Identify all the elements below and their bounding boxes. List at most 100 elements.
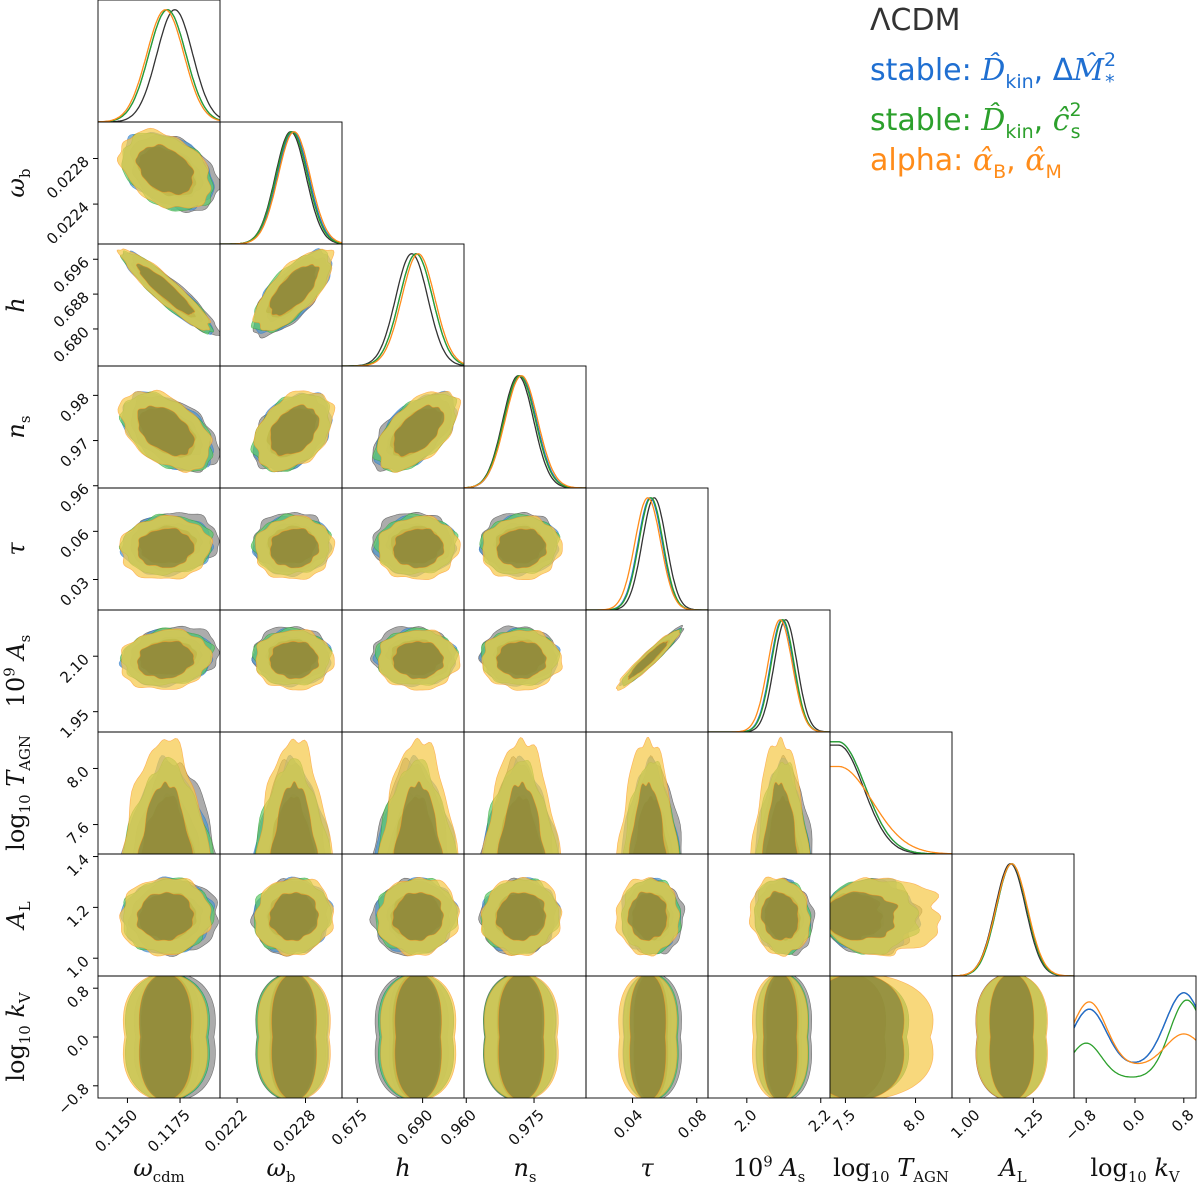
y-axis-label-4: τ xyxy=(2,542,30,556)
y-axis-label-1: ωb xyxy=(2,168,34,197)
marginal-0-series-2 xyxy=(98,9,220,122)
panel-5-4 xyxy=(615,624,685,691)
panel-4-3 xyxy=(478,511,563,581)
y-tick-label-4-0: 0.03 xyxy=(56,574,92,610)
panel-1-0 xyxy=(117,127,220,214)
panel-8-2 xyxy=(374,976,457,1098)
x-tick-label-4-1: 0.08 xyxy=(674,1106,710,1142)
contour-5-3-series-3-inner xyxy=(495,640,547,680)
x-axis-label-4: τ xyxy=(640,1154,654,1182)
x-axis-label-7: AL xyxy=(997,1154,1026,1186)
marginal-7-series-3 xyxy=(952,863,1074,976)
marginal-6-series-2 xyxy=(830,741,952,854)
panel-7-3 xyxy=(478,876,563,957)
panel-7-1 xyxy=(250,876,335,957)
panel-7-0 xyxy=(119,876,219,957)
panel-frame-5-4 xyxy=(585,609,709,733)
x-tick-label-6-0: 7.5 xyxy=(830,1106,860,1136)
contour-2-0-series-3-inner xyxy=(135,263,196,316)
contour-6-1-series-3-inner xyxy=(270,781,319,854)
x-tick-label-0-1: 0.1175 xyxy=(144,1106,194,1156)
x-tick-label-8-2: 0.8 xyxy=(1168,1106,1198,1136)
y-axis-label-7: AL xyxy=(2,901,34,930)
marginal-2-series-0 xyxy=(342,253,464,366)
x-axis-label-5: 109 As xyxy=(733,1152,806,1186)
marginal-5-series-3 xyxy=(708,619,830,732)
y-tick-label-2-1: 0.688 xyxy=(50,288,93,331)
x-tick-label-8-0: −0.8 xyxy=(1061,1106,1099,1144)
marginal-5-series-2 xyxy=(708,619,830,732)
y-tick-label-2-2: 0.696 xyxy=(50,253,93,296)
contour-6-3-series-3-inner xyxy=(497,781,546,854)
y-axis-label-6: log10 TAGN xyxy=(2,735,34,851)
y-tick-label-7-0: 1.0 xyxy=(63,952,93,982)
marginal-8-series-2 xyxy=(1074,999,1196,1078)
x-axis-label-6: log10 TAGN xyxy=(833,1154,949,1186)
panel-5-0 xyxy=(118,625,220,690)
contour-5-2-series-3-inner xyxy=(392,640,445,680)
y-axis-label-3: ns xyxy=(2,415,34,438)
marginal-3-series-0 xyxy=(464,375,586,488)
y-tick-label-1-0: 0.0224 xyxy=(43,198,93,248)
y-tick-label-2-0: 0.680 xyxy=(50,323,93,366)
panel-8-8 xyxy=(1074,992,1196,1078)
marginal-4-series-0 xyxy=(586,497,708,610)
y-tick-label-5-0: 1.95 xyxy=(56,706,92,742)
contour-3-2-series-3-inner xyxy=(393,404,445,458)
panel-6-6 xyxy=(830,741,952,854)
panel-6-0 xyxy=(120,738,217,854)
x-tick-label-4-0: 0.04 xyxy=(610,1106,646,1142)
contour-6-5-series-3-inner xyxy=(761,781,798,854)
contour-6-2-series-3-inner xyxy=(393,781,444,854)
panel-frame-0-0 xyxy=(97,0,221,123)
panel-7-2 xyxy=(369,876,460,957)
panel-8-3 xyxy=(482,976,559,1098)
panels-layer xyxy=(97,0,1197,1099)
marginal-0-series-3 xyxy=(98,9,220,122)
contour-5-0-series-3-inner xyxy=(136,640,195,680)
legend-entry-1: stable: D̂kin, ΔM̂2 * xyxy=(870,49,1116,93)
y-tick-label-5-1: 2.10 xyxy=(56,650,92,686)
marginal-1-series-1 xyxy=(220,131,342,244)
marginal-8-series-3 xyxy=(1074,1001,1196,1065)
x-tick-label-5-0: 2.0 xyxy=(731,1106,761,1136)
contour-5-4-series-3-inner xyxy=(627,641,669,680)
panel-4-1 xyxy=(250,512,336,580)
contour-4-0-series-3-inner xyxy=(137,527,195,569)
contour-2-1-series-3-inner xyxy=(269,263,320,317)
panel-frame-4-4 xyxy=(585,487,709,611)
panel-frame-1-1 xyxy=(219,121,343,245)
x-tick-label-7-0: 1.00 xyxy=(947,1106,983,1142)
panel-4-0 xyxy=(118,512,220,580)
contour-5-1-series-3-inner xyxy=(269,641,320,680)
contour-7-6-series-3-inner xyxy=(830,891,899,941)
x-tick-label-5-1: 2.2 xyxy=(805,1106,835,1136)
x-tick-label-1-1: 0.0228 xyxy=(269,1106,319,1156)
x-tick-label-6-1: 8.0 xyxy=(900,1106,930,1136)
panel-2-2 xyxy=(342,253,464,366)
x-tick-label-3-1: 0.975 xyxy=(505,1106,548,1149)
contour-4-3-series-3-inner xyxy=(496,528,547,569)
x-tick-label-2-0: 0.675 xyxy=(328,1106,371,1149)
y-tick-label-8-0: −0.8 xyxy=(54,1080,92,1118)
y-tick-label-1-1: 0.0228 xyxy=(43,153,93,203)
contour-4-2-series-3-inner xyxy=(392,528,445,569)
y-tick-label-6-1: 8.0 xyxy=(63,763,93,793)
marginal-8-series-1 xyxy=(1074,992,1196,1063)
marginal-3-series-1 xyxy=(464,375,586,488)
panel-3-0 xyxy=(117,389,220,473)
y-axis-label-8: log10 kV xyxy=(2,992,34,1082)
marginal-0-series-0 xyxy=(98,9,220,122)
panel-4-4 xyxy=(586,497,708,610)
panel-7-5 xyxy=(748,876,816,957)
x-axis-label-8: log10 kV xyxy=(1090,1154,1180,1186)
legend-entry-0: ΛCDM xyxy=(870,3,960,38)
contour-7-0-series-3-inner xyxy=(136,891,195,942)
panel-6-4 xyxy=(616,736,682,854)
panel-3-3 xyxy=(464,375,586,488)
contour-8-5-series-3-inner xyxy=(762,976,798,1098)
y-tick-label-7-2: 1.4 xyxy=(63,851,93,881)
panel-2-1 xyxy=(250,248,335,339)
legend-entry-3: alpha: α̂B, α̂M xyxy=(870,143,1062,183)
